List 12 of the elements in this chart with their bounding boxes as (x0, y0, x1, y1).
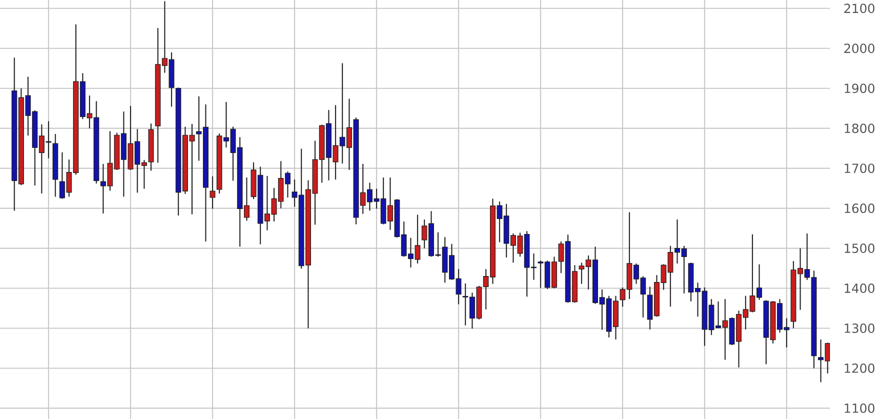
y-tick-label: 1200 (844, 363, 874, 373)
candlestick (210, 176, 216, 210)
y-tick-label: 1900 (844, 84, 874, 94)
y-tick-label: 1700 (844, 164, 874, 174)
y-tick-label: 2000 (844, 44, 874, 54)
y-tick-label: 2100 (844, 4, 874, 14)
y-tick-label: 1300 (844, 324, 874, 333)
y-tick-label: 1800 (844, 124, 874, 134)
y-tick-label: 1500 (844, 244, 874, 254)
y-tick-label: 1100 (844, 403, 874, 413)
y-tick-label: 1600 (844, 204, 874, 214)
y-tick-label: 1400 (844, 284, 874, 293)
